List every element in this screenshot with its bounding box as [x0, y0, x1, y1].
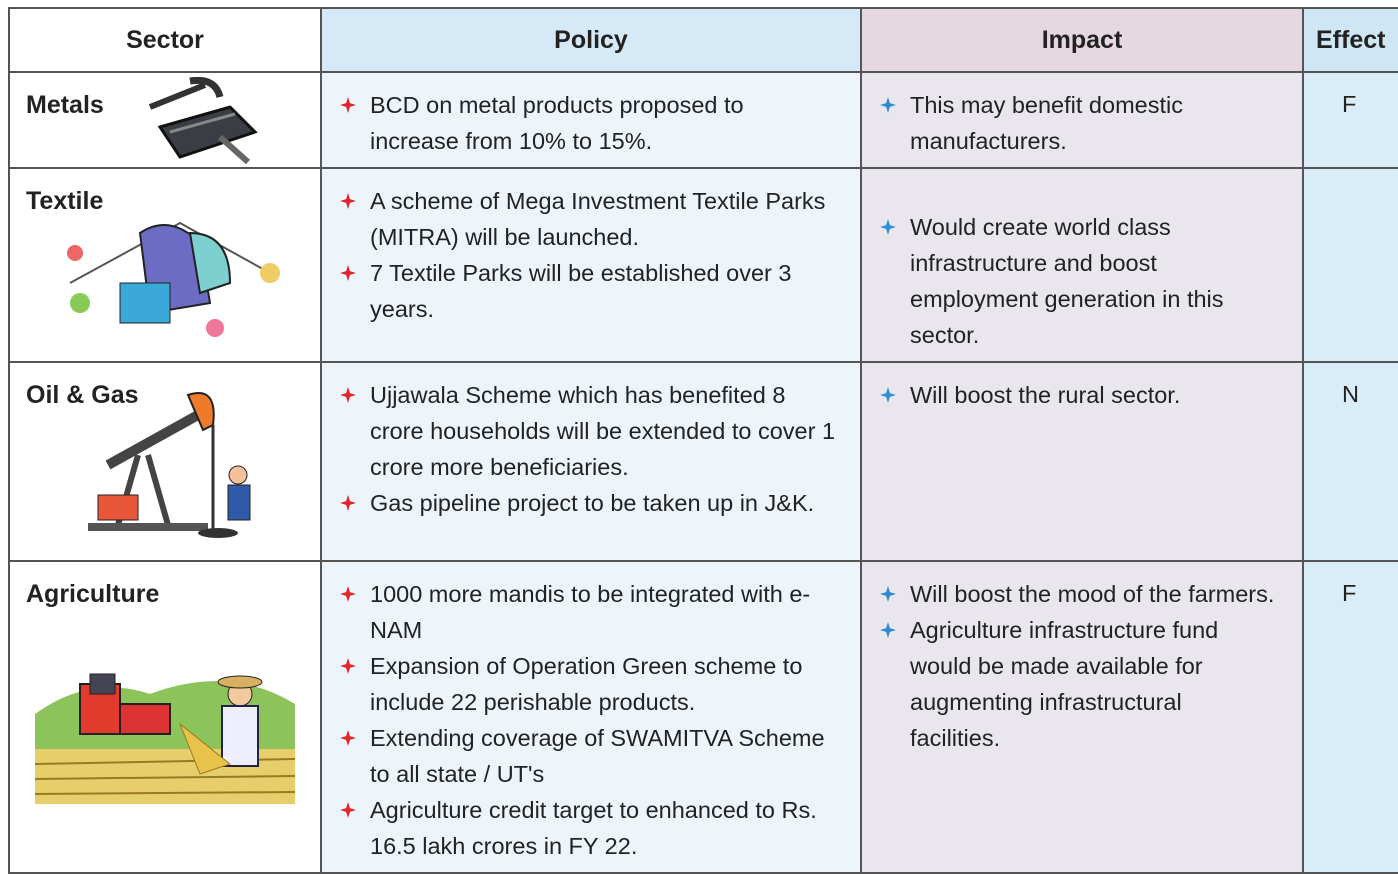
- sector-name: Metals: [26, 91, 104, 119]
- impact-cell: Would create world class infrastructure …: [860, 167, 1304, 363]
- policy-bullet: 1000 more mandis to be integrated with e…: [336, 576, 836, 648]
- policy-cell: BCD on metal products proposed to increa…: [320, 71, 862, 169]
- impact-bullet: Agriculture infrastructure fund would be…: [876, 612, 1278, 756]
- sector-table: Sector Policy Impact Effect Metals BCD on…: [8, 7, 1398, 874]
- effect-value: N: [1342, 381, 1359, 407]
- header-row: Sector Policy Impact Effect: [8, 7, 1398, 73]
- policy-bullet: BCD on metal products proposed to increa…: [336, 87, 836, 159]
- policy-bullet: Ujjawala Scheme which has benefited 8 cr…: [336, 377, 836, 485]
- impact-cell: This may benefit domestic manufacturers.: [860, 71, 1304, 169]
- sector-cell: Agriculture: [8, 560, 322, 874]
- row: Textile A scheme of Mega Investment Texti…: [8, 167, 1398, 363]
- policy-bullet: Expansion of Operation Green scheme to i…: [336, 648, 836, 720]
- header-cell: Policy: [320, 7, 862, 73]
- effect-value: F: [1342, 91, 1357, 117]
- policy-bullet: A scheme of Mega Investment Textile Park…: [336, 183, 836, 255]
- policy-bullet: Agriculture credit target to enhanced to…: [336, 792, 836, 864]
- sector-name: Agriculture: [26, 580, 160, 608]
- impact-bullet: Would create world class infrastructure …: [876, 209, 1278, 353]
- sector-illustration: [88, 392, 251, 538]
- effect-cell: F: [1302, 560, 1398, 874]
- row: Oil & Gas Ujjawala Scheme which has benef…: [8, 361, 1398, 562]
- effect-cell: N: [1302, 361, 1398, 562]
- impact-bullet: Will boost the mood of the farmers.: [876, 576, 1278, 612]
- sector-cell: Textile: [8, 167, 322, 363]
- row: Metals BCD on metal products proposed to …: [8, 71, 1398, 169]
- sector-illustration: [148, 77, 258, 165]
- sector-name: Textile: [26, 187, 104, 215]
- sector-name: Oil & Gas: [26, 381, 139, 409]
- row: Agriculture 1000 more mandis to be integr…: [8, 560, 1398, 874]
- header-cell: Impact: [860, 7, 1304, 73]
- policy-cell: 1000 more mandis to be integrated with e…: [320, 560, 862, 874]
- header-cell: Sector: [8, 7, 322, 73]
- impact-bullet: Will boost the rural sector.: [876, 377, 1278, 413]
- policy-bullet: 7 Textile Parks will be established over…: [336, 255, 836, 327]
- effect-cell: F: [1302, 71, 1398, 169]
- sector-cell: Metals: [8, 71, 322, 169]
- policy-bullet: Extending coverage of SWAMITVA Scheme to…: [336, 720, 836, 792]
- sector-illustration: [34, 673, 296, 804]
- policy-cell: A scheme of Mega Investment Textile Park…: [320, 167, 862, 363]
- sector-illustration: [67, 221, 280, 337]
- effect-cell: [1302, 167, 1398, 363]
- impact-bullet: This may benefit domestic manufacturers.: [876, 87, 1278, 159]
- impact-cell: Will boost the rural sector.: [860, 361, 1304, 562]
- sector-cell: Oil & Gas: [8, 361, 322, 562]
- header-cell: Effect: [1302, 7, 1398, 73]
- policy-bullet: Gas pipeline project to be taken up in J…: [336, 485, 836, 521]
- effect-value: F: [1342, 580, 1357, 606]
- policy-cell: Ujjawala Scheme which has benefited 8 cr…: [320, 361, 862, 562]
- impact-cell: Will boost the mood of the farmers. Agric…: [860, 560, 1304, 874]
